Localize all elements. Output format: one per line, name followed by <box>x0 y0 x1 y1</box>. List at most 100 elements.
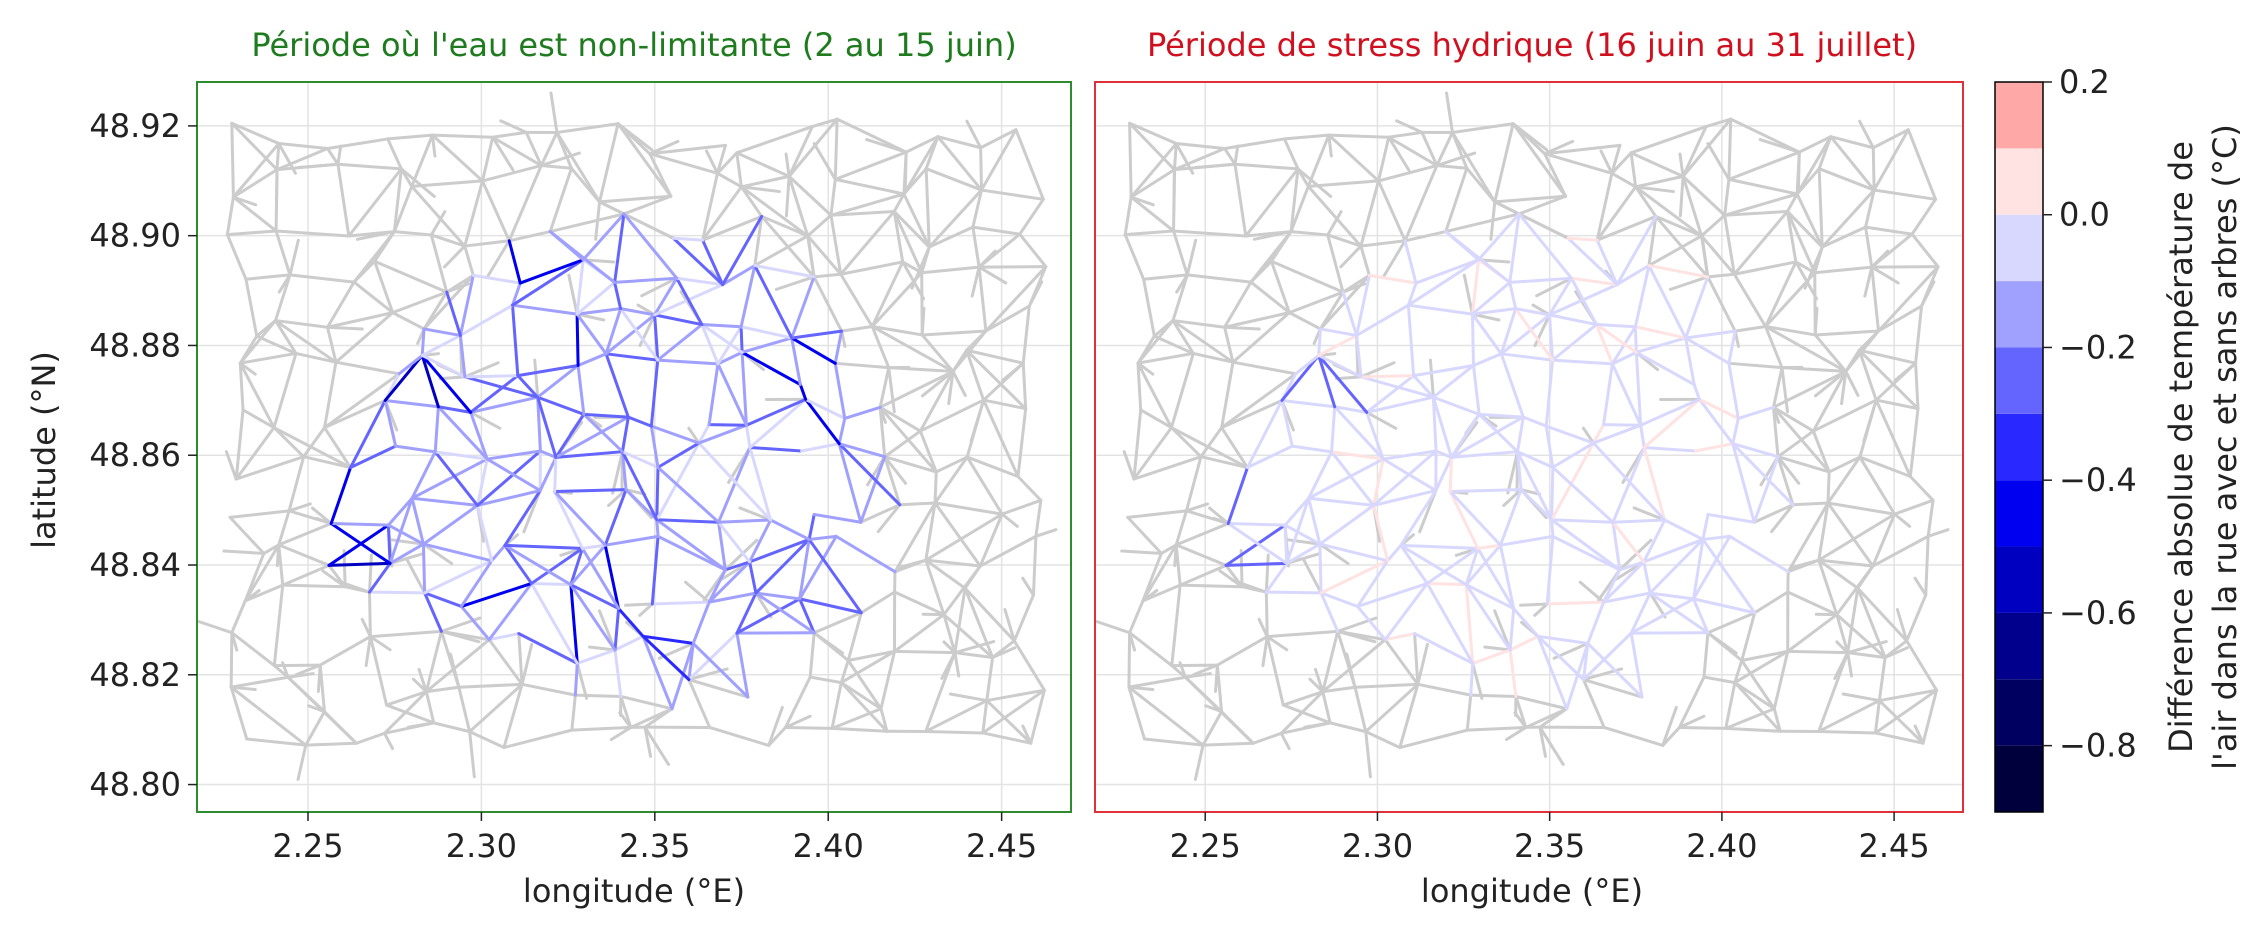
street-segment <box>389 538 425 546</box>
street-segment <box>1428 358 1435 399</box>
street-segment-colored <box>1449 450 1520 459</box>
street-segment <box>1127 685 1205 747</box>
street-segment-colored <box>604 352 630 419</box>
street-segment <box>272 583 285 668</box>
street-segment <box>539 131 559 168</box>
street-segment <box>1493 609 1512 652</box>
street-segment-colored <box>1548 276 1573 317</box>
street-segment <box>1126 515 1163 555</box>
street-segment <box>373 259 449 294</box>
street-segment <box>1857 348 1920 411</box>
colorbar-cell <box>1995 745 2043 812</box>
street-segment <box>1857 348 1918 365</box>
street-segment-colored <box>458 333 467 379</box>
street-segment <box>1502 488 1523 507</box>
street-segment <box>234 408 245 481</box>
street-segment-colored <box>1647 264 1710 279</box>
street-segment <box>887 366 896 414</box>
street-segment-colored <box>383 353 424 402</box>
street-segment <box>829 213 843 276</box>
street-segment-colored <box>386 523 392 565</box>
street-segment <box>463 239 511 248</box>
street-segment <box>573 693 623 698</box>
street-segment-colored <box>1425 581 1468 587</box>
street-segment-colored <box>410 457 489 500</box>
street-segment-colored <box>516 374 540 399</box>
street-segment <box>1493 122 1515 204</box>
street-segment-colored <box>1642 445 1697 453</box>
street-segment <box>1872 128 1910 192</box>
street-segment <box>421 542 454 566</box>
street-segment-colored <box>1602 423 1643 427</box>
street-segment <box>892 209 931 249</box>
street-segment <box>739 185 781 194</box>
street-segment-colored <box>700 323 744 354</box>
street-segment-colored <box>1545 600 1606 606</box>
street-segment <box>1279 731 1291 751</box>
street-segment <box>783 725 834 730</box>
street-segment <box>1126 509 1188 519</box>
street-segment <box>429 210 447 237</box>
street-segment <box>272 664 290 679</box>
street-segment <box>607 488 628 507</box>
street-segment <box>1321 690 1332 725</box>
street-segment <box>1780 366 1790 414</box>
street-segment <box>1318 542 1350 566</box>
street-segment-colored <box>576 363 586 416</box>
street-segment-colored <box>1731 416 1740 446</box>
street-segment <box>1844 369 1860 397</box>
street-segment <box>1174 142 1227 151</box>
street-segment <box>1723 209 1789 217</box>
street-segment-colored <box>1431 395 1481 416</box>
street-segment-colored <box>837 416 847 446</box>
street-segment <box>965 455 1020 478</box>
street-segment-colored <box>670 641 695 711</box>
street-segment-colored <box>1470 280 1512 316</box>
street-segment <box>304 710 326 747</box>
street-segment <box>1183 672 1212 679</box>
street-segment-colored <box>754 537 811 595</box>
street-segment-colored <box>536 395 558 459</box>
street-segment <box>1387 130 1424 139</box>
street-segment-colored <box>1434 455 1453 493</box>
street-segment-colored <box>1317 353 1363 379</box>
street-segment <box>302 455 353 470</box>
street-segment <box>1910 232 1940 269</box>
street-segment <box>1764 260 1798 328</box>
street-segment-colored <box>1516 450 1523 492</box>
x-tick-label: 2.35 <box>619 827 690 865</box>
street-segment <box>1733 681 1782 733</box>
street-segment <box>963 586 1016 643</box>
street-segment-colored <box>554 415 630 459</box>
street-segment-colored <box>1639 397 1701 427</box>
street-segment <box>1306 179 1381 188</box>
street-segment <box>463 179 484 248</box>
colorbar-label-line2: l'air dans la rue avec et sans arbres (°… <box>2206 124 2244 770</box>
street-segment <box>598 122 620 204</box>
street-segment <box>936 135 983 150</box>
street-segment <box>1727 117 1733 181</box>
street-segment-colored <box>1586 600 1606 645</box>
street-segment <box>399 167 436 198</box>
street-segment-colored <box>503 489 542 547</box>
street-segment <box>230 121 281 146</box>
street-segment-colored <box>1508 648 1518 698</box>
street-segment <box>457 685 472 734</box>
street-segment-colored <box>1701 537 1757 615</box>
street-segment <box>753 234 810 268</box>
street-segment-colored <box>1307 496 1322 546</box>
street-segment <box>978 534 1038 568</box>
street-segment <box>1706 272 1736 279</box>
street-segment <box>1223 137 1286 151</box>
street-segment <box>1883 639 1909 659</box>
street-segment-colored <box>1684 275 1710 340</box>
street-segment-colored <box>1431 395 1453 459</box>
street-segment-colored <box>1464 583 1516 611</box>
street-segment <box>735 125 814 155</box>
street-segment-colored <box>1464 583 1475 665</box>
street-segment <box>228 509 291 519</box>
street-segment <box>1172 168 1176 233</box>
street-segment <box>1289 167 1300 234</box>
street-segment <box>1398 728 1469 750</box>
street-segment <box>1740 659 1776 711</box>
